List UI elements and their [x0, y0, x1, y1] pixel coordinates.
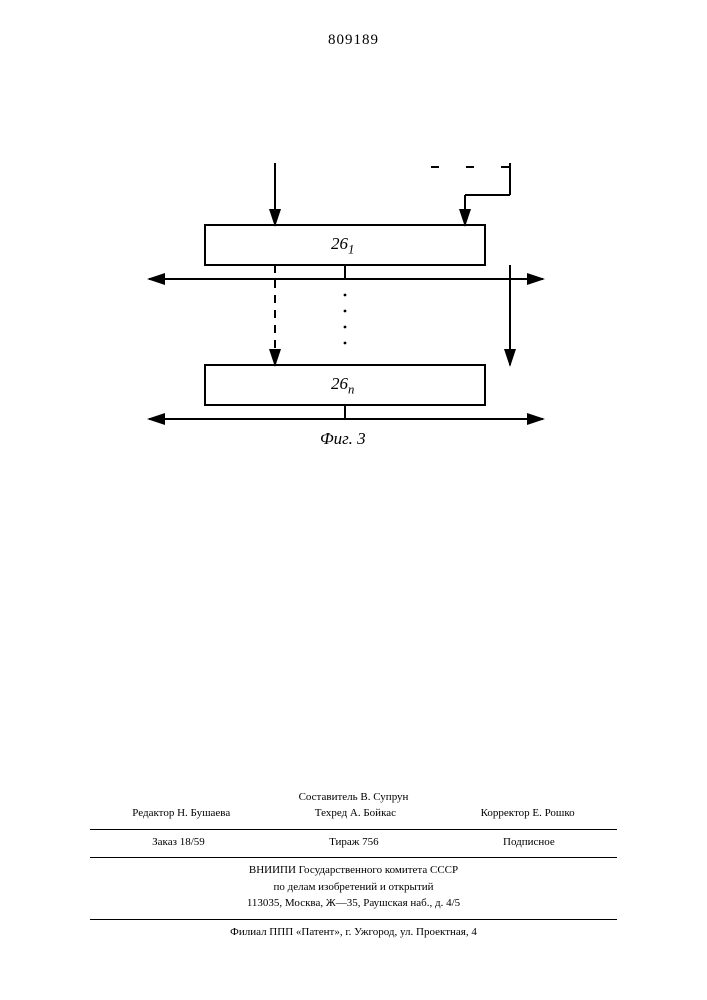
filial-line: Филиал ППП «Патент», г. Ужгород, ул. Про…: [0, 924, 707, 941]
divider: [90, 919, 617, 920]
page-number: 809189: [328, 32, 379, 49]
node-label: 26n: [331, 374, 354, 397]
order-row: Заказ 18/59 Тираж 756 Подписное: [0, 834, 707, 851]
footer: Составитель В. Супрун Редактор Н. Бушаев…: [0, 789, 707, 941]
credits-row: Редактор Н. Бушаева Техред А. Бойкас Кор…: [0, 805, 707, 822]
divider: [90, 829, 617, 830]
subscription: Подписное: [503, 834, 555, 851]
org-line-2: по делам изобретений и открытий: [0, 879, 707, 896]
compiler-line: Составитель В. Супрун: [0, 789, 707, 806]
tirage: Тираж 756: [329, 834, 379, 851]
block-diagram: 261 26n Фиг. 3: [145, 155, 565, 455]
order: Заказ 18/59: [152, 834, 205, 851]
diagram-svg: [145, 155, 565, 455]
divider: [90, 857, 617, 858]
techred: Техред А. Бойкас: [315, 805, 396, 822]
figure-label: Фиг. 3: [320, 429, 366, 449]
editor: Редактор Н. Бушаева: [132, 805, 230, 822]
org-line-3: 113035, Москва, Ж—35, Раушская наб., д. …: [0, 895, 707, 912]
org-line-1: ВНИИПИ Государственного комитета СССР: [0, 862, 707, 879]
node-label: 261: [331, 234, 354, 257]
corrector: Корректор Е. Рошко: [481, 805, 575, 822]
